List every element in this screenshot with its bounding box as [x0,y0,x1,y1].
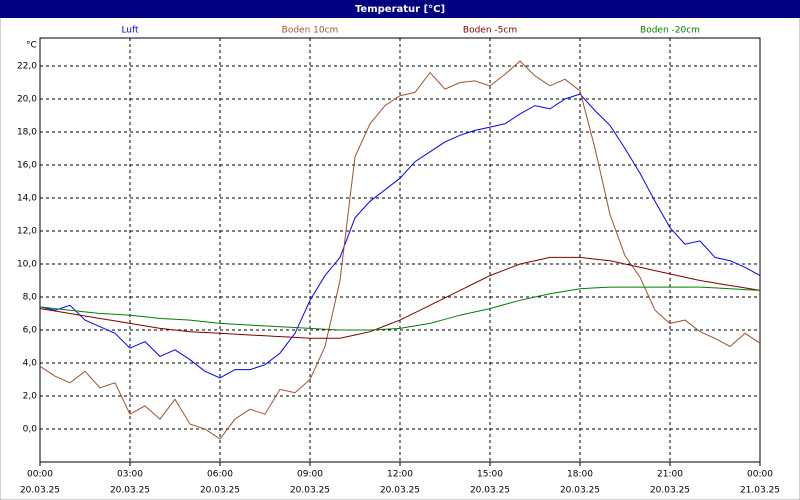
y-tick-label: 14,0 [17,194,37,204]
x-tick-date: 20.03.25 [650,486,690,496]
x-tick-label: 15:00 [477,470,503,480]
y-tick-label: 6,0 [23,326,38,336]
x-tick-date: 21.03.25 [740,486,780,496]
x-tick-date: 20.03.25 [20,486,60,496]
y-tick-label: 18,0 [17,128,37,138]
y-tick-label: 2,0 [23,392,38,402]
series-line [39,256,761,339]
x-tick-label: 18:00 [567,470,593,480]
x-tick-label: 03:00 [117,470,143,480]
y-tick-label: 10,0 [17,260,37,270]
x-tick-label: 00:00 [27,470,53,480]
y-tick-label: 22,0 [17,62,37,72]
y-tick-label: 0,0 [23,425,38,435]
x-tick-label: 00:00 [747,470,773,480]
x-tick-date: 20.03.25 [380,486,420,496]
title-bar [0,0,800,18]
y-tick-label: 16,0 [17,161,37,171]
series-line [39,60,761,440]
x-tick-label: 21:00 [657,470,683,480]
x-tick-date: 20.03.25 [200,486,240,496]
series-line [39,93,761,379]
x-tick-date: 20.03.25 [470,486,510,496]
y-tick-label: 12,0 [17,227,37,237]
y-tick-label: 4,0 [23,359,38,369]
x-tick-date: 20.03.25 [290,486,330,496]
legend-label: Luft [121,26,139,36]
series-line [39,286,761,331]
chart-title: Temperatur [°C] [355,4,445,15]
y-unit: °C [26,41,37,51]
x-tick-label: 12:00 [387,470,413,480]
y-tick-label: 20,0 [17,95,37,105]
legend-label: Boden 10cm [282,26,339,36]
x-tick-label: 06:00 [207,470,233,480]
y-tick-label: 8,0 [23,293,38,303]
legend-label: Boden -5cm [463,26,517,36]
x-tick-date: 20.03.25 [110,486,150,496]
x-tick-date: 20.03.25 [560,486,600,496]
x-tick-label: 09:00 [297,470,323,480]
legend-label: Boden -20cm [640,26,700,36]
